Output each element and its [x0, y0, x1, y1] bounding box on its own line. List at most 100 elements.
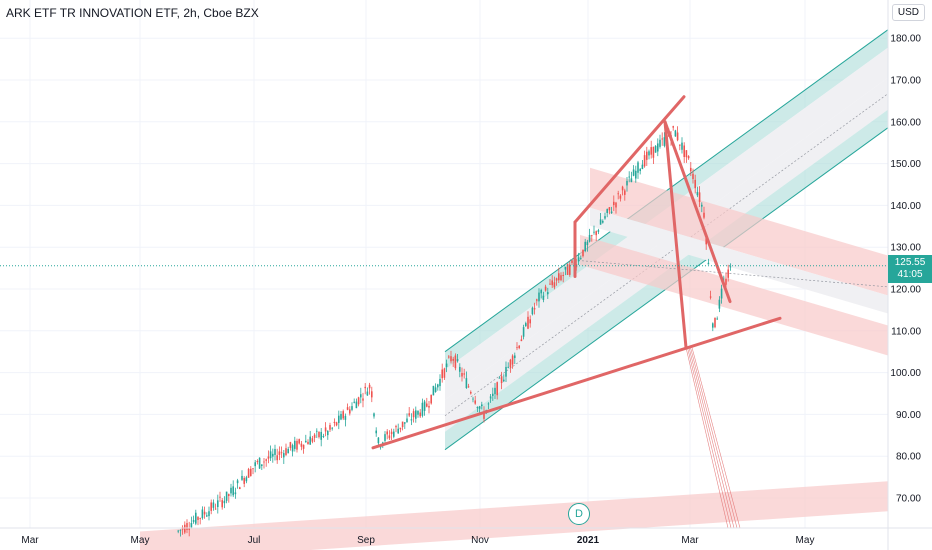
candle-body — [201, 509, 204, 519]
candle-body — [621, 186, 624, 191]
candle-body — [300, 443, 303, 447]
candle-body — [307, 441, 309, 445]
candle-body — [390, 431, 393, 435]
candle-body — [650, 147, 652, 155]
candle-body — [619, 195, 622, 199]
candle-body — [692, 173, 694, 180]
time-tick-label: May — [131, 535, 150, 546]
candle-body — [568, 264, 571, 275]
time-axis[interactable]: Mar May Jul Sep Nov 2021 Mar May — [0, 527, 932, 546]
candle-body — [419, 412, 421, 417]
candle-body — [304, 440, 307, 443]
candle-body — [674, 130, 677, 137]
drawing-channels — [140, 29, 889, 550]
candle-body — [271, 453, 274, 457]
projection-line — [690, 347, 738, 529]
candle-body — [291, 445, 294, 452]
chart-title: ARK ETF TR INNOVATION ETF, 2h, Cboe BZX — [6, 6, 259, 20]
candle-body — [318, 431, 320, 438]
candle-body — [344, 415, 347, 420]
candle-body — [588, 234, 591, 242]
projection-line — [691, 347, 741, 529]
candle-body — [373, 413, 375, 417]
candle-body — [472, 398, 474, 400]
candle-body — [513, 355, 516, 359]
candle-body — [265, 459, 267, 461]
candle-body — [643, 155, 646, 167]
candle-body — [260, 464, 263, 467]
candle-body — [463, 373, 465, 375]
price-tick-label: 180.00 — [890, 34, 921, 45]
price-tick-label: 70.00 — [896, 494, 921, 505]
candle-body — [538, 292, 540, 302]
candle-body — [263, 461, 265, 463]
candle-body — [421, 402, 424, 416]
candle-body — [729, 266, 732, 268]
candle-body — [445, 363, 448, 367]
projection-line — [685, 347, 729, 529]
candle-body — [597, 230, 600, 232]
candle-body — [340, 413, 342, 420]
candle-body — [672, 126, 674, 128]
candle-body — [230, 487, 232, 494]
candle-body — [401, 421, 404, 428]
candle-body — [441, 369, 443, 379]
candle-body — [395, 426, 397, 428]
candle-body — [634, 170, 637, 179]
candle-body — [348, 409, 351, 414]
candle-body — [293, 440, 296, 449]
last-price-tag: 125.55 41:05 — [888, 255, 932, 283]
candle-body — [320, 431, 322, 440]
price-tick-label: 150.00 — [890, 159, 921, 170]
candle-body — [500, 376, 503, 384]
candle-body — [606, 209, 608, 214]
candle-body — [208, 511, 210, 517]
candle-body — [423, 401, 426, 411]
dividend-marker[interactable]: D — [568, 503, 590, 525]
red-channel-middle — [590, 207, 888, 314]
currency-button[interactable]: USD — [891, 4, 925, 21]
time-tick-label: Mar — [681, 535, 699, 546]
candle-body — [628, 176, 630, 178]
candle-body — [296, 440, 298, 450]
candle-body — [694, 179, 696, 189]
candle-body — [197, 517, 199, 520]
candle-body — [210, 502, 212, 511]
candle-body — [287, 448, 289, 454]
candle-body — [703, 212, 705, 218]
candle-body — [309, 436, 311, 445]
trend-drawings — [371, 95, 782, 529]
candle-body — [476, 406, 479, 409]
price-tick-label: 80.00 — [896, 452, 921, 463]
candle-body — [241, 475, 243, 480]
candle-body — [249, 468, 252, 476]
candle-body — [447, 356, 450, 358]
candle-body — [386, 431, 388, 435]
candle-body — [425, 403, 428, 407]
candle-body — [524, 323, 527, 327]
candle-body — [186, 523, 188, 530]
candle-body — [219, 496, 221, 498]
candle-body — [434, 387, 437, 392]
candle-body — [522, 327, 525, 337]
candle-body — [285, 448, 287, 455]
candle-body — [452, 358, 454, 361]
candle-body — [582, 249, 584, 257]
candle-body — [212, 502, 215, 508]
time-tick-label: May — [796, 535, 815, 546]
candle-body — [362, 398, 364, 401]
candle-body — [384, 434, 386, 441]
candle-body — [465, 378, 468, 389]
candle-body — [417, 410, 419, 415]
time-tick-label: Nov — [471, 535, 489, 546]
candle-body — [432, 385, 435, 396]
candle-body — [278, 451, 281, 455]
candle-body — [377, 437, 380, 444]
candle-body — [456, 359, 459, 362]
candle-body — [183, 524, 186, 533]
candle-body — [527, 316, 529, 329]
candle-body — [604, 216, 606, 219]
candle-body — [505, 366, 507, 377]
candle-body — [467, 386, 470, 388]
